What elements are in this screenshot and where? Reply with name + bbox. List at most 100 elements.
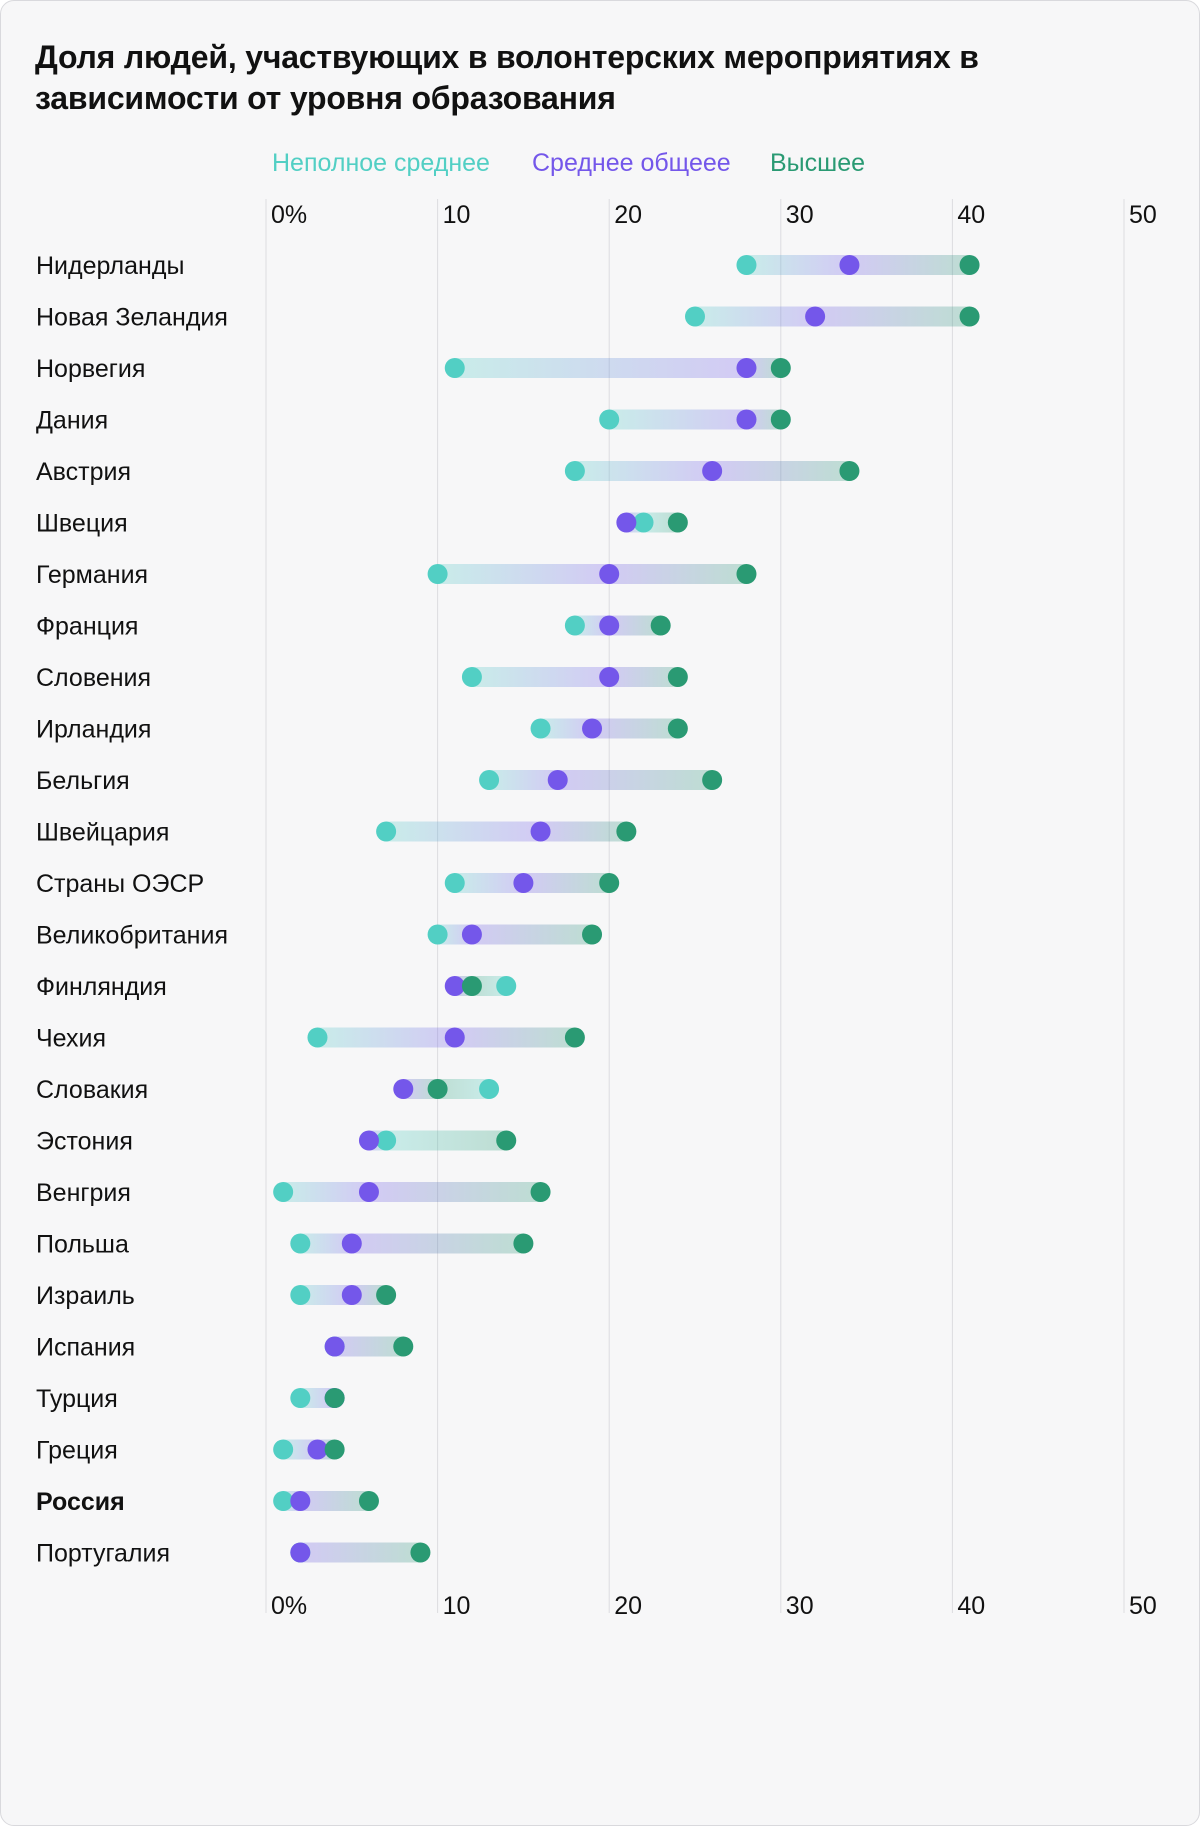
dot-lower-secondary	[273, 1182, 294, 1202]
dot-lower-secondary	[427, 924, 448, 945]
country-label: Россия	[36, 1488, 125, 1516]
dot-lower-secondary	[290, 1388, 311, 1408]
legend-tertiary: Высшее	[770, 149, 866, 177]
country-label: Словакия	[36, 1076, 148, 1104]
dot-upper-secondary	[839, 255, 860, 275]
dot-upper-secondary	[358, 1182, 379, 1202]
dot-lower-secondary	[427, 564, 448, 584]
dot-upper-secondary	[290, 1491, 311, 1511]
dot-tertiary	[667, 512, 688, 533]
country-label: Новая Зеландия	[36, 304, 228, 332]
range-bar	[334, 1336, 404, 1357]
x-tick-label-top: 40	[957, 201, 985, 229]
range-bar	[695, 306, 970, 327]
dot-lower-secondary	[599, 409, 620, 430]
dot-lower-secondary	[564, 461, 585, 481]
country-label: Швеция	[36, 510, 128, 538]
x-tick-label-bottom: 30	[786, 1592, 814, 1620]
dot-lower-secondary	[736, 255, 757, 275]
dot-tertiary	[959, 306, 980, 327]
country-label: Страны ОЭСР	[36, 870, 204, 898]
country-label: Нидерланды	[36, 252, 184, 280]
dot-upper-secondary	[582, 718, 603, 739]
x-tick-label-top: 30	[786, 201, 814, 229]
dot-tertiary	[582, 924, 603, 945]
dot-upper-secondary	[805, 306, 826, 327]
dot-lower-secondary	[479, 1079, 500, 1099]
dot-tertiary	[736, 564, 757, 584]
range-bar	[300, 1233, 524, 1254]
dot-lower-secondary	[290, 1233, 311, 1254]
country-label: Бельгия	[36, 767, 130, 795]
dot-lower-secondary	[564, 615, 585, 636]
dot-lower-secondary	[273, 1439, 294, 1460]
range-bar	[489, 770, 713, 790]
range-bar	[437, 924, 593, 945]
range-bar	[540, 718, 678, 739]
dot-tertiary	[324, 1388, 345, 1408]
country-label: Испания	[36, 1334, 135, 1362]
dot-tertiary	[770, 409, 791, 430]
x-tick-label-bottom: 40	[957, 1592, 985, 1620]
country-label: Турция	[36, 1385, 118, 1413]
dot-tertiary	[839, 461, 860, 481]
dot-lower-secondary	[307, 1027, 328, 1048]
dot-tertiary	[410, 1542, 431, 1563]
range-bar	[471, 667, 678, 687]
x-tick-label-bottom: 20	[614, 1592, 642, 1620]
dot-upper-secondary	[341, 1233, 362, 1254]
dot-lower-secondary	[444, 873, 465, 893]
dot-tertiary	[650, 615, 671, 636]
dot-upper-secondary	[530, 821, 551, 842]
dot-lower-secondary	[376, 1130, 397, 1151]
dot-tertiary	[324, 1439, 345, 1460]
x-tick-label-top: 0%	[271, 201, 307, 229]
dot-upper-secondary	[307, 1439, 328, 1460]
dot-upper-secondary	[736, 358, 757, 378]
country-label: Норвегия	[36, 355, 145, 383]
country-label: Венгрия	[36, 1179, 131, 1207]
country-label: Эстония	[36, 1128, 133, 1156]
country-label: Швейцария	[36, 819, 169, 847]
dot-lower-secondary	[479, 770, 500, 790]
country-label: Дания	[36, 407, 108, 435]
x-tick-label-bottom: 50	[1129, 1592, 1157, 1620]
dot-upper-secondary	[290, 1542, 311, 1563]
range-bar	[368, 1130, 507, 1151]
dot-tertiary	[358, 1491, 379, 1511]
country-label: Польша	[36, 1231, 129, 1259]
dot-lower-secondary	[685, 306, 705, 327]
dot-upper-secondary	[616, 512, 637, 533]
dot-upper-secondary	[599, 615, 620, 636]
dot-lower-secondary	[633, 512, 654, 533]
dot-lower-secondary	[376, 821, 397, 842]
dot-tertiary	[702, 770, 723, 790]
dot-tertiary	[496, 1130, 517, 1151]
x-tick-label-top: 10	[443, 201, 471, 229]
dot-upper-secondary	[341, 1285, 362, 1305]
country-label: Австрия	[36, 458, 131, 486]
dot-lower-secondary	[496, 976, 517, 996]
dot-tertiary	[427, 1079, 448, 1099]
dot-lower-secondary	[290, 1285, 311, 1305]
dot-tertiary	[393, 1336, 414, 1357]
dot-upper-secondary	[702, 461, 723, 481]
dot-upper-secondary	[444, 1027, 465, 1048]
country-label: Чехия	[36, 1025, 106, 1053]
dot-lower-secondary	[273, 1491, 294, 1511]
dot-tertiary	[530, 1182, 551, 1202]
x-tick-label-top: 20	[614, 201, 642, 229]
country-label: Словения	[36, 664, 151, 692]
range-bar	[283, 1182, 541, 1202]
dot-upper-secondary	[324, 1336, 345, 1357]
country-label: Греция	[36, 1437, 118, 1465]
country-label: Израиль	[36, 1282, 135, 1310]
dot-upper-secondary	[599, 564, 620, 584]
x-tick-label-bottom: 0%	[271, 1592, 307, 1620]
dot-upper-secondary	[547, 770, 568, 790]
range-bar	[437, 564, 747, 584]
country-label: Португалия	[36, 1540, 170, 1568]
dot-lower-secondary	[461, 667, 482, 687]
dot-tertiary	[599, 873, 620, 893]
